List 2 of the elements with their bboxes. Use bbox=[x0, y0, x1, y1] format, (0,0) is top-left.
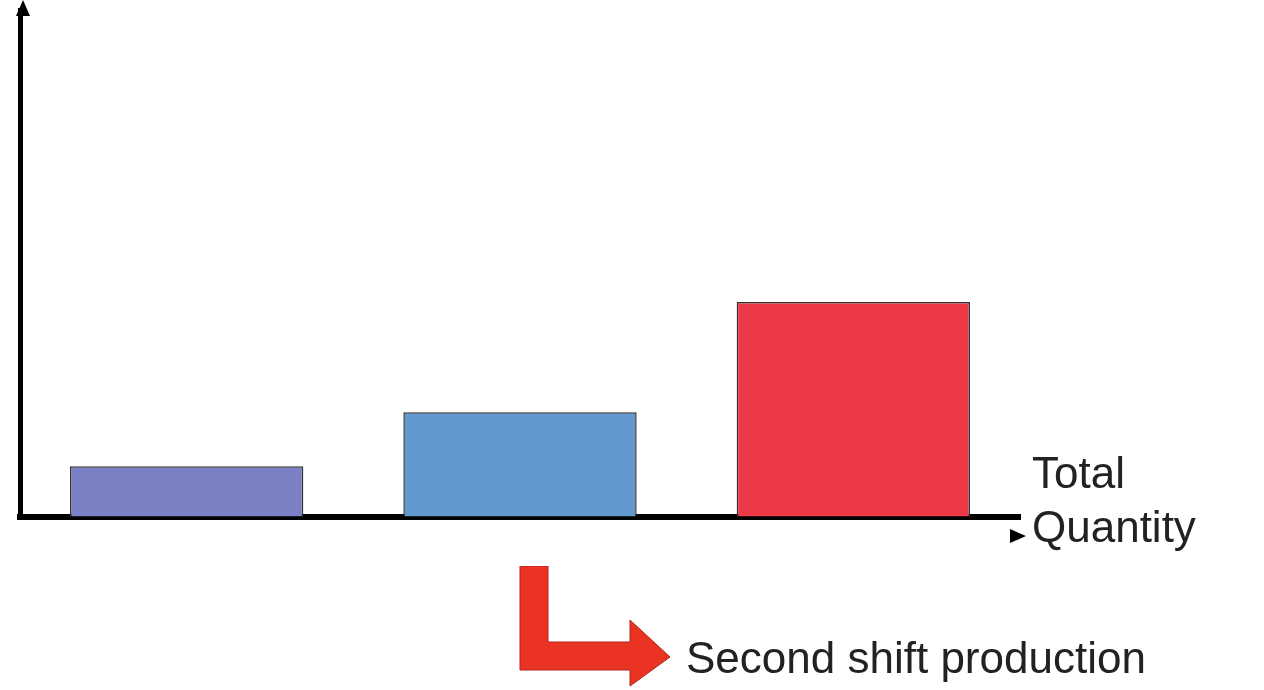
text: Second shift production bbox=[686, 633, 1146, 683]
x-axis-title: Total Quantity bbox=[1032, 447, 1197, 553]
